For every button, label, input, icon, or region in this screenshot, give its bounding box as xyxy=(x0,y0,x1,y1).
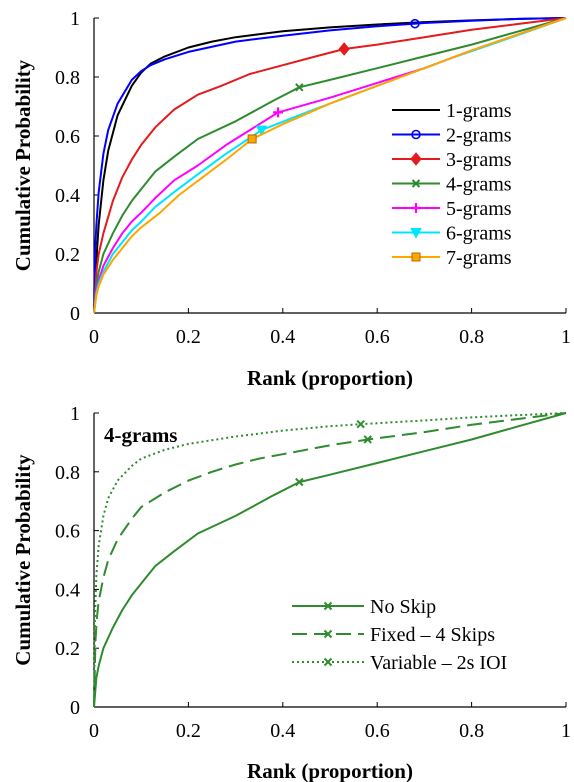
legend-marker-7 xyxy=(411,252,421,262)
x-tick-label: 0.2 xyxy=(176,326,201,348)
y-tick-label: 0.8 xyxy=(55,67,80,89)
legend-label-3: 3-grams xyxy=(446,149,512,171)
legend-marker-2 xyxy=(323,629,333,639)
y-tick-label: 0.6 xyxy=(55,126,80,148)
series-marker-2 xyxy=(410,18,420,29)
x-axis-label: Rank (proportion) xyxy=(247,759,413,782)
series-line-7 xyxy=(93,17,567,314)
series-marker-3 xyxy=(356,419,365,429)
y-tick-label: 1 xyxy=(70,8,80,30)
series-line-3 xyxy=(93,17,567,314)
x-tick-label: 1 xyxy=(561,326,571,348)
series-line-4 xyxy=(93,17,567,314)
legend-label-5: 5-grams xyxy=(446,198,512,220)
y-axis-label: Cumulative Probability xyxy=(11,454,35,666)
y-tick-label: 0.6 xyxy=(55,521,80,543)
legend-marker-3 xyxy=(323,657,333,667)
series-line-1 xyxy=(93,412,567,708)
legend: No Skip Fixed – 4 Skips Variable – 2s IOI xyxy=(292,596,507,674)
y-tick-label: 0.8 xyxy=(55,462,80,484)
x-tick-label: 0 xyxy=(89,326,99,348)
series-marker-2 xyxy=(363,435,372,444)
x-tick-label: 0.4 xyxy=(270,720,295,742)
legend-label-3: Variable – 2s IOI xyxy=(370,652,507,674)
series-line-1 xyxy=(93,17,567,314)
legend-marker-3 xyxy=(410,152,422,166)
x-tick-label: 0.6 xyxy=(365,720,390,742)
y-tick-label: 1 xyxy=(70,403,80,425)
y-tick-label: 0 xyxy=(70,697,80,719)
legend-label-7: 7-grams xyxy=(446,247,512,269)
legend-label-2: Fixed – 4 Skips xyxy=(370,624,495,646)
legend-label-4: 4-grams xyxy=(446,174,512,196)
legend-marker-1 xyxy=(323,601,333,611)
y-tick-label: 0.4 xyxy=(55,185,80,207)
legend-label-1: No Skip xyxy=(370,596,436,618)
y-tick-label: 0.2 xyxy=(55,244,80,266)
series-marker-1 xyxy=(295,477,304,487)
series-marker-7 xyxy=(247,134,257,144)
x-tick-label: 0.8 xyxy=(459,326,484,348)
y-tick-label: 0 xyxy=(70,303,80,325)
chart-2: 0 0.2 0.4 0.6 0.8 1 0 0.2 0.4 0.6 0.8 1 Rank (propor… xyxy=(11,403,571,782)
legend-label-1: 1-grams xyxy=(446,100,512,122)
x-tick-label: 0.8 xyxy=(459,720,484,742)
x-axis-label: Rank (proportion) xyxy=(247,366,413,390)
chart-1: 0 0.2 0.4 0.6 0.8 1 0 0.2 0.4 0.6 0.8 1 Rank (propor… xyxy=(11,8,571,390)
x-tick-label: 0.4 xyxy=(270,326,295,348)
series-marker-4 xyxy=(295,83,304,92)
legend-marker-2 xyxy=(411,129,421,140)
x-tick-label: 1 xyxy=(561,720,571,742)
x-tick-label: 0 xyxy=(89,720,99,742)
legend-marker-6 xyxy=(410,228,422,239)
legend-marker-5 xyxy=(411,203,421,213)
series-line-2 xyxy=(93,412,567,708)
series-line-3 xyxy=(93,412,567,708)
legend-marker-4 xyxy=(411,179,421,188)
legend-label-2: 2-grams xyxy=(446,125,512,147)
y-tick-label: 0.2 xyxy=(55,638,80,660)
y-axis-label: Cumulative Probability xyxy=(11,59,35,271)
x-tick-label: 0.6 xyxy=(365,326,390,348)
series-marker-5 xyxy=(273,107,284,118)
x-tick-label: 0.2 xyxy=(176,720,201,742)
series-marker-3 xyxy=(338,42,350,56)
panel-annotation: 4-grams xyxy=(104,423,177,447)
series-line-2 xyxy=(93,17,567,314)
series-marker-6 xyxy=(255,125,268,137)
legend-label-6: 6-grams xyxy=(446,223,512,245)
y-tick-label: 0.4 xyxy=(55,579,80,601)
